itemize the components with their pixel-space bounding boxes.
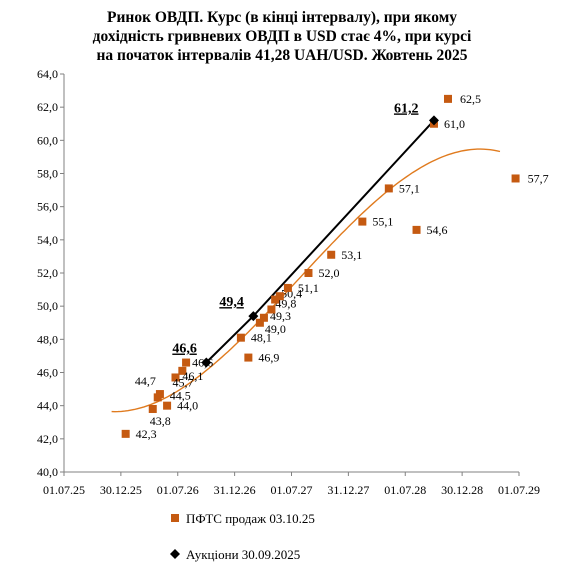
auction-point — [428, 115, 439, 126]
x-tick-label: 01.07.26 — [157, 483, 199, 497]
pfts-point-label: 62,5 — [460, 92, 481, 106]
x-tick-label: 30.12.28 — [441, 483, 483, 497]
x-tick-label: 01.07.29 — [498, 483, 540, 497]
y-tick-label: 52,0 — [37, 266, 58, 280]
chart-title-line-1: Ринок ОВДП. Курс (в кінці інтервалу), пр… — [106, 9, 458, 26]
pfts-series: 42,343,8 44,5 44,7 44,0 45,746,1 46,6 48,1 46,9… — [121, 92, 549, 441]
pfts-point-label: 44,7 — [135, 374, 156, 388]
pfts-point — [178, 366, 187, 375]
x-tick-label: 31.12.27 — [327, 483, 369, 497]
y-tick-label: 46,0 — [37, 366, 58, 380]
y-tick-label: 64,0 — [37, 67, 58, 81]
auction-point — [201, 357, 212, 368]
pfts-point-label: 45,7 — [172, 375, 193, 389]
legend-auction-label: Аукціони 30.09.2025 — [186, 547, 300, 562]
y-tick-label: 50,0 — [37, 299, 58, 313]
y-tick-label: 62,0 — [37, 100, 58, 114]
pfts-point — [384, 184, 393, 193]
auction-series: 46,6 49,4 61,2 — [172, 101, 439, 368]
pfts-point-label: 46,9 — [258, 351, 279, 365]
auction-line — [205, 119, 435, 364]
pfts-point — [267, 305, 276, 314]
pfts-point — [304, 269, 313, 277]
y-tick-label: 56,0 — [37, 200, 58, 214]
pfts-point — [259, 313, 268, 322]
pfts-point-label: 57,7 — [528, 171, 549, 185]
pfts-point-label: 53,1 — [341, 248, 362, 262]
legend-pfts-marker — [171, 514, 179, 522]
x-tick-label: 30.12.25 — [100, 483, 142, 497]
pfts-point-label: 48,1 — [251, 331, 272, 345]
auction-line-group — [205, 119, 435, 364]
pfts-point-label: 44,0 — [177, 399, 198, 413]
pfts-point — [148, 404, 157, 413]
legend: ПФТС продаж 03.10.25 Аукціони 30.09.2025 — [170, 511, 315, 562]
pfts-point — [412, 225, 421, 234]
pfts-point — [244, 353, 253, 362]
y-tick-label: 58,0 — [37, 167, 58, 181]
pfts-point — [511, 174, 520, 183]
pfts-point — [155, 390, 164, 399]
x-tick-label: 01.07.28 — [384, 483, 426, 497]
y-tick-label: 54,0 — [37, 233, 58, 247]
chart-title: Ринок ОВДП. Курс (в кінці інтервалу), пр… — [0, 8, 564, 65]
axes: 40,0 42,0 44,0 46,0 48,0 50,0 52,0 54,0 56,0 58,0… — [37, 67, 540, 497]
chart-title-line-3: на початок інтервалів 41,28 UAH/USD. Жов… — [96, 47, 468, 64]
pfts-point-label: 49,0 — [265, 322, 286, 336]
x-tick-label: 31.12.26 — [214, 483, 256, 497]
pfts-point — [255, 318, 264, 327]
pfts-point-label: 44,5 — [170, 388, 191, 402]
pfts-point-label: 54,6 — [427, 223, 448, 237]
y-tick-label: 48,0 — [37, 332, 58, 346]
y-tick-label: 42,0 — [37, 432, 58, 446]
pfts-point-label: 51,1 — [298, 281, 319, 295]
auction-point-label: 61,2 — [394, 101, 419, 116]
pfts-point — [271, 295, 280, 304]
x-tick-label: 01.07.25 — [43, 483, 85, 497]
y-tick-label: 44,0 — [37, 399, 58, 413]
auction-point-label: 49,4 — [219, 295, 244, 310]
pfts-point-label: 52,0 — [318, 266, 339, 280]
pfts-point — [327, 250, 336, 259]
pfts-point — [121, 429, 130, 438]
y-tick-label: 60,0 — [37, 133, 58, 147]
pfts-point-label: 46,1 — [182, 369, 203, 383]
pfts-point — [358, 217, 367, 226]
pfts-point — [443, 94, 452, 103]
pfts-point — [283, 283, 292, 292]
pfts-point — [275, 292, 284, 301]
legend-pfts-label: ПФТС продаж 03.10.25 — [186, 511, 315, 526]
pfts-point — [236, 333, 245, 342]
pfts-point-label: 43,8 — [150, 414, 171, 428]
pfts-point-label: 61,0 — [444, 117, 465, 131]
y-tick-label: 40,0 — [37, 465, 58, 479]
legend-auction-marker — [170, 549, 180, 559]
auction-point — [248, 311, 259, 322]
pfts-point — [171, 373, 180, 382]
auction-point-label: 46,6 — [172, 342, 197, 357]
pfts-point-label: 42,3 — [136, 427, 157, 441]
pfts-point — [163, 401, 172, 410]
chart-title-line-2: дохідність гривневих ОВДП в USD стає 4%,… — [92, 28, 472, 45]
pfts-point-label: 57,1 — [399, 181, 420, 195]
pfts-point — [182, 358, 191, 367]
pfts-point-label: 55,1 — [372, 215, 393, 229]
x-tick-label: 01.07.27 — [271, 483, 313, 497]
